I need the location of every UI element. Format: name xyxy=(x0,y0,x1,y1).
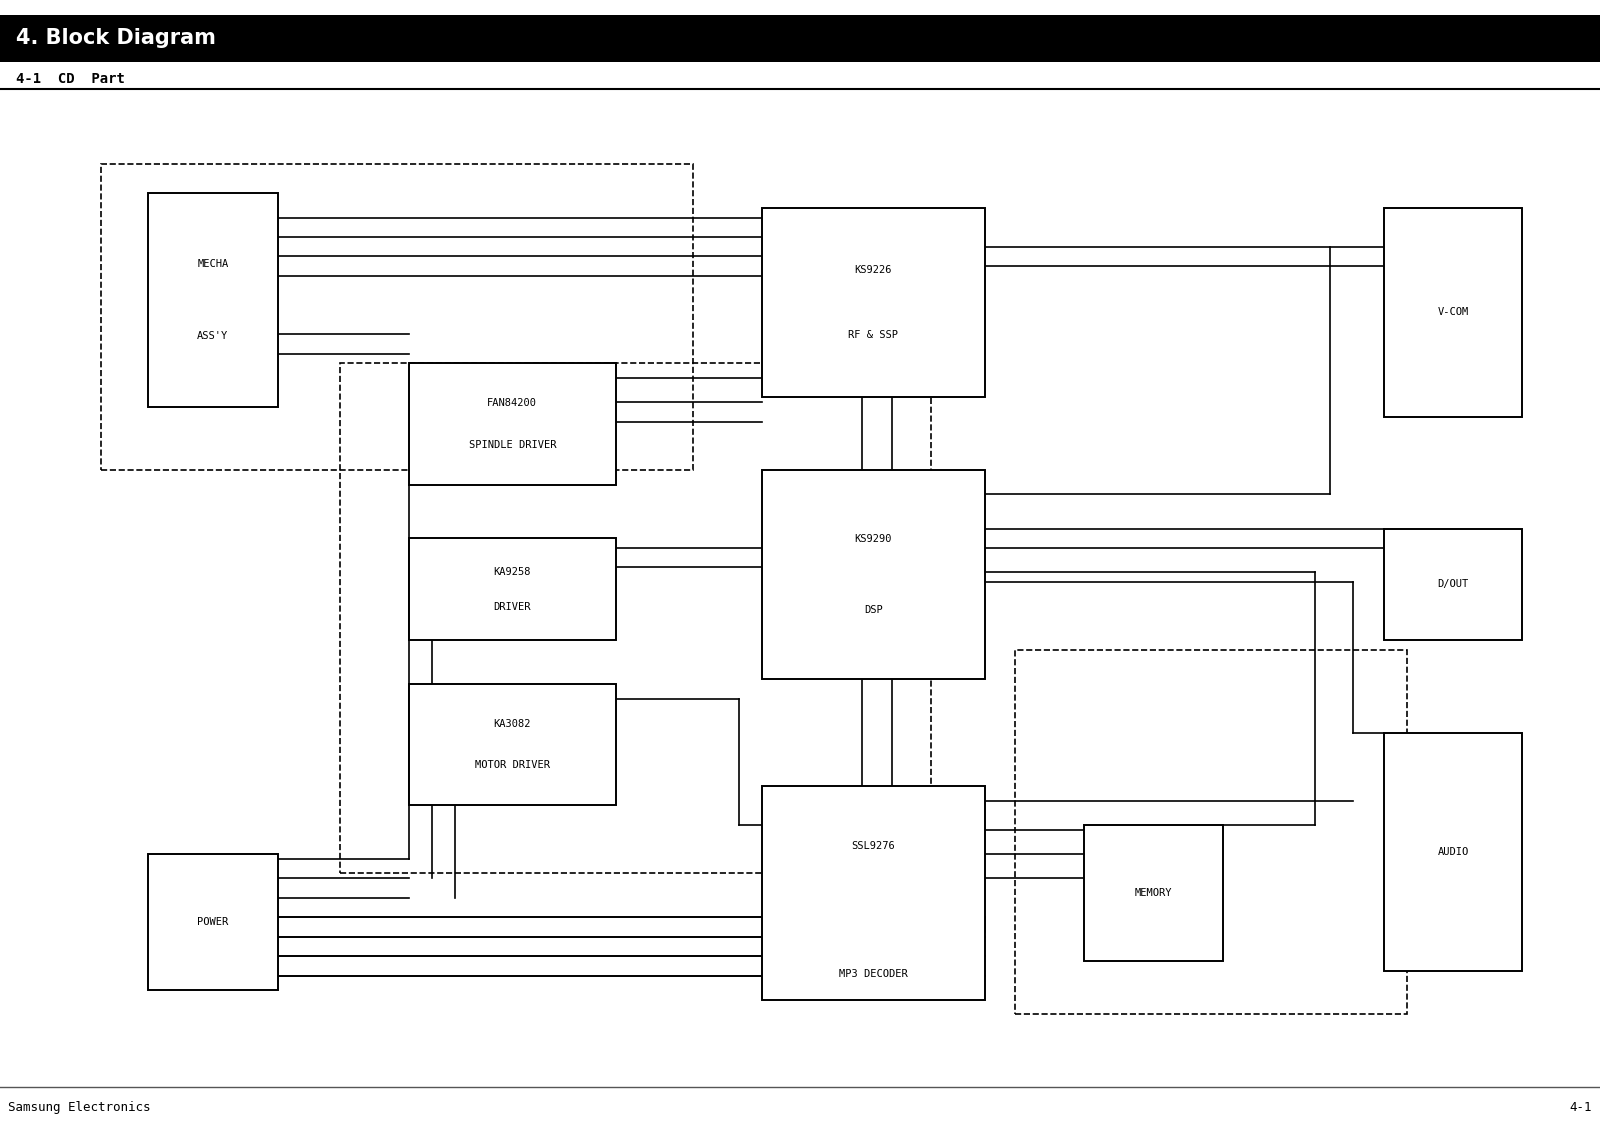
Text: DRIVER: DRIVER xyxy=(493,601,531,611)
Bar xyxy=(147,193,278,407)
Bar xyxy=(408,364,616,485)
Text: AUDIO: AUDIO xyxy=(1437,846,1469,857)
Text: Samsung Electronics: Samsung Electronics xyxy=(8,1101,150,1114)
Text: ASS'Y: ASS'Y xyxy=(197,331,229,341)
Text: V-COM: V-COM xyxy=(1437,307,1469,318)
Text: FAN84200: FAN84200 xyxy=(488,399,538,408)
Text: KS9226: KS9226 xyxy=(854,266,893,276)
Text: KA9258: KA9258 xyxy=(493,567,531,577)
Text: MP3 DECODER: MP3 DECODER xyxy=(838,970,907,980)
Bar xyxy=(408,684,616,806)
Bar xyxy=(762,208,984,398)
Bar xyxy=(408,538,616,641)
Bar xyxy=(339,364,931,873)
Bar xyxy=(762,786,984,1000)
Bar xyxy=(101,164,693,470)
Text: RF & SSP: RF & SSP xyxy=(848,330,898,340)
Text: 4-1: 4-1 xyxy=(1570,1101,1592,1114)
Bar xyxy=(0,15,1600,62)
Bar xyxy=(762,470,984,679)
Bar xyxy=(1384,208,1522,417)
Text: MEMORY: MEMORY xyxy=(1134,888,1173,898)
Bar xyxy=(1384,732,1522,971)
Bar xyxy=(1085,825,1222,960)
Text: MOTOR DRIVER: MOTOR DRIVER xyxy=(475,760,550,771)
Bar xyxy=(147,854,278,990)
Bar xyxy=(1384,529,1522,641)
Text: SPINDLE DRIVER: SPINDLE DRIVER xyxy=(469,440,557,450)
Text: KA3082: KA3082 xyxy=(493,719,531,729)
Bar xyxy=(1016,650,1406,1015)
Text: DSP: DSP xyxy=(864,606,883,615)
Text: 4-1  CD  Part: 4-1 CD Part xyxy=(16,72,125,86)
Text: KS9290: KS9290 xyxy=(854,534,893,545)
Text: SSL9276: SSL9276 xyxy=(851,841,894,851)
Text: 4. Block Diagram: 4. Block Diagram xyxy=(16,28,216,49)
Text: POWER: POWER xyxy=(197,918,229,927)
Text: D/OUT: D/OUT xyxy=(1437,580,1469,590)
Text: MECHA: MECHA xyxy=(197,259,229,269)
